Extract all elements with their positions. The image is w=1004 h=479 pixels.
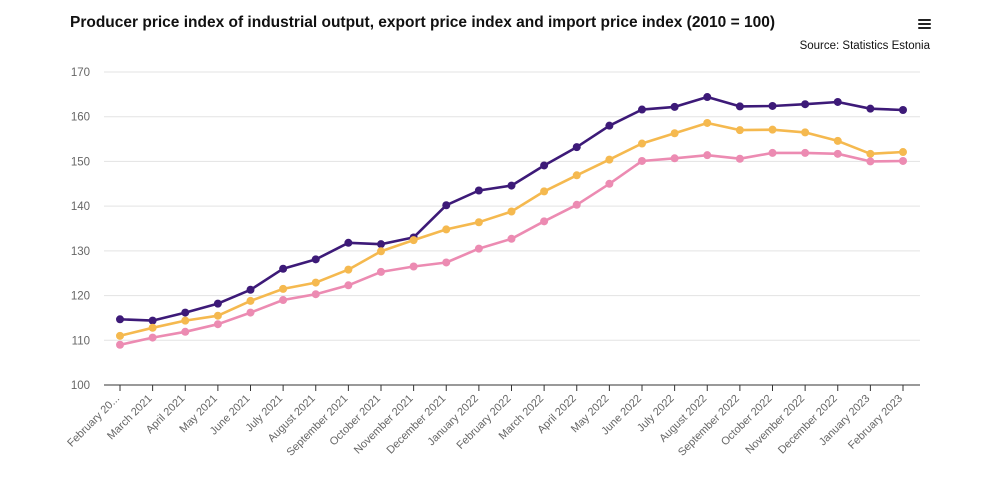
data-point [311, 255, 320, 264]
data-point [899, 148, 907, 157]
data-point [507, 207, 516, 216]
data-point [768, 148, 777, 157]
hamburger-menu-icon[interactable] [916, 16, 934, 32]
data-point [474, 218, 483, 227]
data-point [833, 97, 842, 106]
data-point [116, 331, 124, 340]
data-point [670, 129, 679, 138]
data-point [540, 187, 549, 196]
data-point [213, 299, 222, 308]
data-point [572, 143, 581, 152]
data-point [703, 93, 712, 102]
data-point [703, 118, 712, 127]
data-point [377, 240, 385, 249]
data-point [246, 296, 255, 305]
data-point [344, 265, 353, 274]
data-point [442, 258, 451, 267]
chart-title: Producer price index of industrial outpu… [70, 14, 775, 31]
y-tick-label: 160 [71, 112, 90, 124]
chart-source: Source: Statistics Estonia [799, 40, 930, 52]
x-tick-label: November 2022 [743, 393, 807, 457]
data-point [474, 244, 483, 253]
data-point [670, 102, 679, 111]
data-point [311, 290, 320, 299]
data-point [833, 136, 842, 145]
data-point [735, 126, 744, 135]
data-point [181, 327, 190, 336]
x-tick-label: December 2022 [776, 393, 840, 457]
data-point [344, 238, 353, 247]
data-point [474, 186, 483, 195]
data-point [344, 281, 353, 290]
data-point [899, 106, 907, 115]
data-point [148, 323, 157, 332]
data-point [703, 151, 712, 160]
data-point [279, 296, 288, 305]
data-point [213, 320, 222, 329]
data-point [540, 161, 549, 170]
y-tick-label: 170 [71, 67, 90, 79]
data-point [866, 104, 875, 113]
data-point [181, 316, 190, 325]
data-point [572, 200, 581, 209]
data-point [540, 217, 549, 226]
data-point [116, 315, 124, 324]
data-point [638, 105, 646, 114]
x-tick-label: November 2021 [352, 393, 416, 457]
data-point [116, 340, 124, 349]
data-point [768, 101, 777, 110]
data-point [507, 234, 516, 243]
data-point [638, 139, 646, 148]
data-point [768, 125, 777, 134]
data-point [311, 278, 320, 287]
data-point [148, 316, 157, 325]
data-point [246, 308, 255, 317]
y-tick-label: 130 [71, 246, 90, 258]
data-point [899, 156, 907, 165]
series-line-2 [118, 121, 905, 338]
data-point [638, 156, 646, 165]
data-point [735, 102, 744, 111]
data-point [442, 201, 451, 210]
y-tick-label: 110 [72, 335, 90, 347]
data-point [572, 171, 581, 180]
data-point [866, 157, 875, 166]
data-point [279, 284, 288, 293]
data-point [148, 333, 157, 342]
data-point [377, 247, 385, 256]
data-point [213, 311, 222, 320]
data-point [866, 149, 875, 158]
data-point [605, 179, 614, 188]
y-tick-label: 120 [71, 291, 90, 303]
data-point [801, 100, 810, 109]
y-tick-label: 150 [71, 156, 90, 168]
data-point [409, 236, 418, 245]
y-tick-label: 140 [71, 201, 90, 213]
data-point [246, 285, 255, 294]
data-point [605, 121, 614, 130]
data-point [409, 262, 418, 271]
data-point [442, 225, 451, 234]
data-point [377, 267, 385, 276]
y-tick-label: 100 [71, 380, 90, 392]
data-point [801, 148, 810, 157]
x-tick-label: December 2021 [385, 393, 449, 457]
data-point [507, 181, 516, 190]
data-point [801, 128, 810, 137]
data-point [670, 154, 679, 163]
data-point [833, 149, 842, 158]
data-point [605, 155, 614, 164]
data-point [181, 308, 190, 317]
data-point [735, 154, 744, 163]
data-point [279, 264, 288, 273]
